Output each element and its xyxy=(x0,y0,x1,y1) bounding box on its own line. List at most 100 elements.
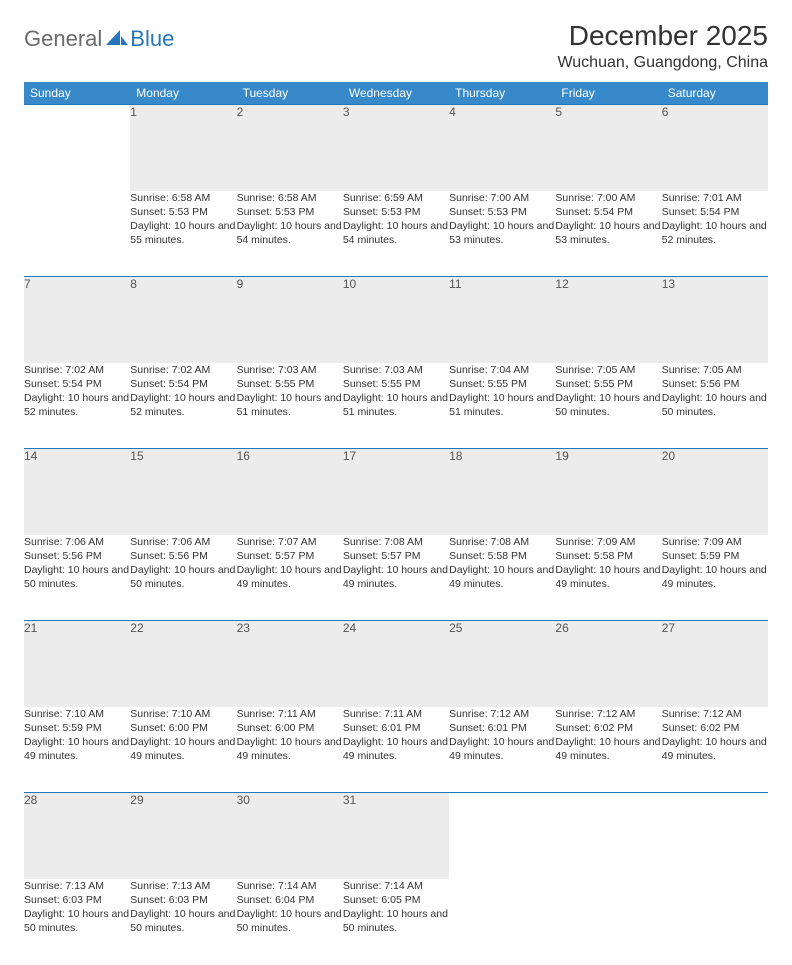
sunset-text: Sunset: 5:56 PM xyxy=(24,549,130,563)
day-number-cell: 26 xyxy=(555,621,661,707)
day-detail-cell: Sunrise: 6:59 AMSunset: 5:53 PMDaylight:… xyxy=(343,191,449,277)
day-number-cell: 9 xyxy=(237,277,343,363)
daylight-text: Daylight: 10 hours and 50 minutes. xyxy=(130,907,236,935)
day-detail-cell: Sunrise: 7:03 AMSunset: 5:55 PMDaylight:… xyxy=(237,363,343,449)
day-number-cell: 30 xyxy=(237,793,343,879)
sunrise-text: Sunrise: 7:01 AM xyxy=(662,191,768,205)
daynum-row: 123456 xyxy=(24,105,768,191)
title-block: December 2025 Wuchuan, Guangdong, China xyxy=(557,20,768,72)
sunset-text: Sunset: 5:56 PM xyxy=(662,377,768,391)
day-number-cell xyxy=(449,793,555,879)
day-number-cell: 3 xyxy=(343,105,449,191)
weekday-header: Saturday xyxy=(662,82,768,105)
day-detail-cell: Sunrise: 7:13 AMSunset: 6:03 PMDaylight:… xyxy=(130,879,236,965)
weekday-header: Sunday xyxy=(24,82,130,105)
day-detail-cell: Sunrise: 7:02 AMSunset: 5:54 PMDaylight:… xyxy=(130,363,236,449)
day-detail-cell xyxy=(24,191,130,277)
sunset-text: Sunset: 5:55 PM xyxy=(237,377,343,391)
daynum-row: 21222324252627 xyxy=(24,621,768,707)
sunrise-text: Sunrise: 7:05 AM xyxy=(555,363,661,377)
day-number-cell: 28 xyxy=(24,793,130,879)
sunrise-text: Sunrise: 7:09 AM xyxy=(555,535,661,549)
sunset-text: Sunset: 5:55 PM xyxy=(555,377,661,391)
brand-part2: Blue xyxy=(130,26,174,52)
day-number-cell: 12 xyxy=(555,277,661,363)
daylight-text: Daylight: 10 hours and 49 minutes. xyxy=(343,563,449,591)
sunset-text: Sunset: 6:00 PM xyxy=(237,721,343,735)
sunrise-text: Sunrise: 7:12 AM xyxy=(449,707,555,721)
sunrise-text: Sunrise: 7:04 AM xyxy=(449,363,555,377)
day-number-cell xyxy=(24,105,130,191)
calendar-table: SundayMondayTuesdayWednesdayThursdayFrid… xyxy=(24,82,768,965)
weekday-header: Monday xyxy=(130,82,236,105)
sunset-text: Sunset: 5:54 PM xyxy=(555,205,661,219)
detail-row: Sunrise: 7:13 AMSunset: 6:03 PMDaylight:… xyxy=(24,879,768,965)
daylight-text: Daylight: 10 hours and 50 minutes. xyxy=(237,907,343,935)
sunrise-text: Sunrise: 7:03 AM xyxy=(237,363,343,377)
brand-sail-icon xyxy=(106,28,128,51)
page-header: General Blue December 2025 Wuchuan, Guan… xyxy=(24,20,768,72)
daylight-text: Daylight: 10 hours and 54 minutes. xyxy=(343,219,449,247)
day-detail-cell xyxy=(449,879,555,965)
day-detail-cell xyxy=(662,879,768,965)
day-number-cell: 13 xyxy=(662,277,768,363)
sunset-text: Sunset: 6:01 PM xyxy=(343,721,449,735)
weekday-header: Thursday xyxy=(449,82,555,105)
sunset-text: Sunset: 5:59 PM xyxy=(662,549,768,563)
brand-logo: General Blue xyxy=(24,20,174,52)
day-detail-cell: Sunrise: 7:03 AMSunset: 5:55 PMDaylight:… xyxy=(343,363,449,449)
daylight-text: Daylight: 10 hours and 49 minutes. xyxy=(662,563,768,591)
daylight-text: Daylight: 10 hours and 49 minutes. xyxy=(343,735,449,763)
day-number-cell: 11 xyxy=(449,277,555,363)
day-detail-cell: Sunrise: 7:04 AMSunset: 5:55 PMDaylight:… xyxy=(449,363,555,449)
day-detail-cell: Sunrise: 7:08 AMSunset: 5:57 PMDaylight:… xyxy=(343,535,449,621)
day-detail-cell: Sunrise: 7:00 AMSunset: 5:53 PMDaylight:… xyxy=(449,191,555,277)
daynum-row: 14151617181920 xyxy=(24,449,768,535)
sunrise-text: Sunrise: 7:05 AM xyxy=(662,363,768,377)
sunset-text: Sunset: 5:53 PM xyxy=(237,205,343,219)
daylight-text: Daylight: 10 hours and 49 minutes. xyxy=(662,735,768,763)
sunrise-text: Sunrise: 7:10 AM xyxy=(24,707,130,721)
day-number-cell: 18 xyxy=(449,449,555,535)
sunrise-text: Sunrise: 7:02 AM xyxy=(130,363,236,377)
day-number-cell: 8 xyxy=(130,277,236,363)
daylight-text: Daylight: 10 hours and 52 minutes. xyxy=(130,391,236,419)
day-number-cell: 15 xyxy=(130,449,236,535)
day-number-cell xyxy=(555,793,661,879)
sunrise-text: Sunrise: 7:14 AM xyxy=(237,879,343,893)
weekday-header: Tuesday xyxy=(237,82,343,105)
sunset-text: Sunset: 5:54 PM xyxy=(130,377,236,391)
day-number-cell: 25 xyxy=(449,621,555,707)
daylight-text: Daylight: 10 hours and 52 minutes. xyxy=(24,391,130,419)
day-number-cell: 21 xyxy=(24,621,130,707)
day-detail-cell: Sunrise: 7:14 AMSunset: 6:04 PMDaylight:… xyxy=(237,879,343,965)
day-detail-cell: Sunrise: 7:06 AMSunset: 5:56 PMDaylight:… xyxy=(130,535,236,621)
sunset-text: Sunset: 6:00 PM xyxy=(130,721,236,735)
location-text: Wuchuan, Guangdong, China xyxy=(557,54,768,72)
sunset-text: Sunset: 5:55 PM xyxy=(343,377,449,391)
day-detail-cell: Sunrise: 7:12 AMSunset: 6:02 PMDaylight:… xyxy=(555,707,661,793)
day-detail-cell: Sunrise: 7:06 AMSunset: 5:56 PMDaylight:… xyxy=(24,535,130,621)
daylight-text: Daylight: 10 hours and 50 minutes. xyxy=(343,907,449,935)
sunset-text: Sunset: 6:05 PM xyxy=(343,893,449,907)
calendar-head: SundayMondayTuesdayWednesdayThursdayFrid… xyxy=(24,82,768,105)
daylight-text: Daylight: 10 hours and 50 minutes. xyxy=(24,563,130,591)
day-number-cell: 22 xyxy=(130,621,236,707)
sunset-text: Sunset: 5:59 PM xyxy=(24,721,130,735)
detail-row: Sunrise: 6:58 AMSunset: 5:53 PMDaylight:… xyxy=(24,191,768,277)
day-number-cell: 24 xyxy=(343,621,449,707)
sunrise-text: Sunrise: 7:00 AM xyxy=(449,191,555,205)
detail-row: Sunrise: 7:02 AMSunset: 5:54 PMDaylight:… xyxy=(24,363,768,449)
day-number-cell xyxy=(662,793,768,879)
sunset-text: Sunset: 5:54 PM xyxy=(662,205,768,219)
sunrise-text: Sunrise: 7:13 AM xyxy=(24,879,130,893)
day-detail-cell: Sunrise: 7:11 AMSunset: 6:01 PMDaylight:… xyxy=(343,707,449,793)
day-detail-cell: Sunrise: 7:09 AMSunset: 5:59 PMDaylight:… xyxy=(662,535,768,621)
sunset-text: Sunset: 6:03 PM xyxy=(24,893,130,907)
day-number-cell: 14 xyxy=(24,449,130,535)
day-number-cell: 16 xyxy=(237,449,343,535)
sunset-text: Sunset: 5:58 PM xyxy=(449,549,555,563)
sunset-text: Sunset: 6:02 PM xyxy=(662,721,768,735)
daylight-text: Daylight: 10 hours and 50 minutes. xyxy=(555,391,661,419)
daylight-text: Daylight: 10 hours and 54 minutes. xyxy=(237,219,343,247)
